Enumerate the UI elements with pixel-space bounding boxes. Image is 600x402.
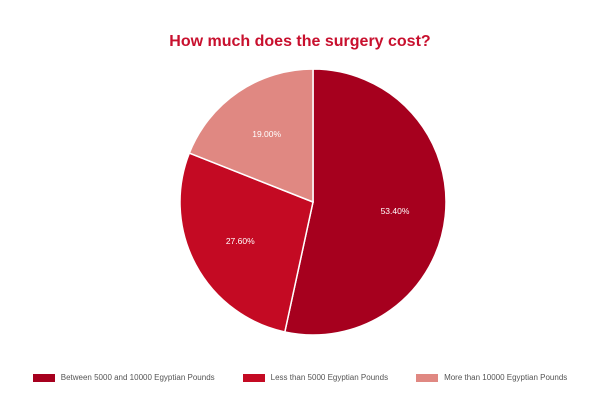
pie-label-more-than-10000: 19.00%	[252, 129, 281, 139]
legend-item-more-than-10000[interactable]: More than 10000 Egyptian Pounds	[416, 373, 567, 382]
pie-label-between-5000-10000: 53.40%	[381, 206, 410, 216]
legend-item-less-than-5000[interactable]: Less than 5000 Egyptian Pounds	[242, 373, 389, 382]
legend-swatch-between-5000-10000	[32, 373, 55, 382]
legend: Between 5000 and 10000 Egyptian Pounds L…	[0, 373, 600, 382]
pie-slice-between-5000-10000[interactable]	[283, 68, 447, 336]
pie-slice-less-than-5000[interactable]	[179, 152, 314, 333]
legend-label-more-than-10000: More than 10000 Egyptian Pounds	[444, 373, 568, 382]
legend-item-between-5000-10000[interactable]: Between 5000 and 10000 Egyptian Pounds	[32, 373, 215, 382]
legend-swatch-less-than-5000	[242, 373, 265, 382]
legend-swatch-more-than-10000	[416, 373, 439, 382]
legend-label-between-5000-10000: Between 5000 and 10000 Egyptian Pounds	[60, 373, 215, 382]
legend-label-less-than-5000: Less than 5000 Egyptian Pounds	[270, 373, 389, 382]
chart-title: How much does the surgery cost?	[169, 33, 431, 50]
pie-label-less-than-5000: 27.60%	[226, 236, 255, 246]
pie-slice-more-than-10000[interactable]	[188, 68, 314, 204]
